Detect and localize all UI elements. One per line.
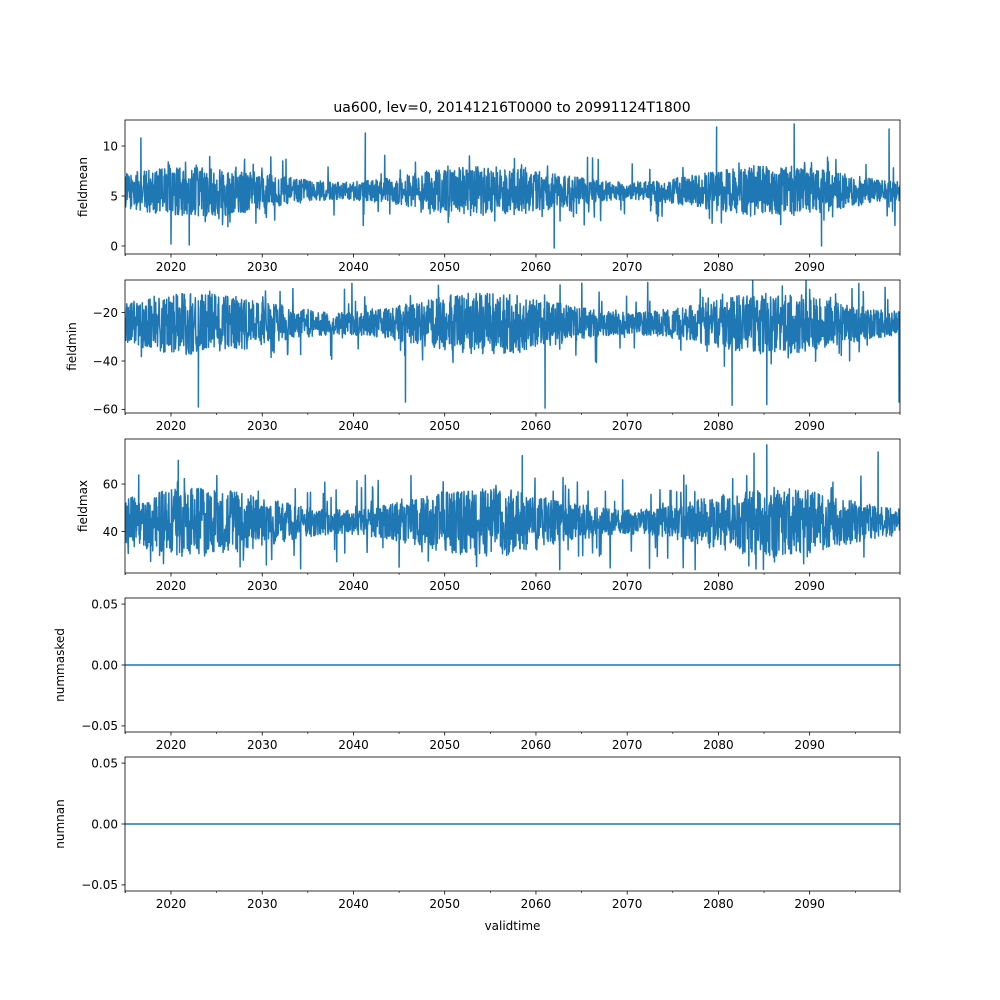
x-tick-label: 2020 bbox=[156, 260, 187, 274]
x-tick-label: 2020 bbox=[156, 419, 187, 433]
subplot-fieldmin: 2020 2030 2040 2050 2060 2070 2080 2090 −60 −40 −2… bbox=[65, 279, 901, 433]
x-tick-label: 2040 bbox=[338, 579, 369, 593]
x-tick-label: 2090 bbox=[794, 738, 825, 752]
y-tick-label: −0.05 bbox=[81, 719, 118, 733]
x-tick-label: 2040 bbox=[338, 419, 369, 433]
y-axis-label: fieldmean bbox=[76, 157, 90, 217]
plot-area-fieldmin bbox=[125, 280, 900, 409]
x-tick-label: 2020 bbox=[156, 579, 187, 593]
x-tick-label: 2060 bbox=[521, 419, 552, 433]
y-tick-label: −20 bbox=[93, 306, 118, 320]
x-tick-label: 2090 bbox=[794, 579, 825, 593]
plot-area-fieldmax bbox=[125, 444, 900, 571]
x-tick-label: 2070 bbox=[612, 260, 643, 274]
x-tick-label: 2070 bbox=[612, 419, 643, 433]
axes-frame-fieldmean bbox=[124, 119, 901, 255]
x-tick-label: 2030 bbox=[247, 579, 278, 593]
subplot-fieldmean: 2020 2030 2040 2050 2060 2070 2080 2090 0 5 10 fiel… bbox=[76, 119, 901, 274]
y-tick-label: 60 bbox=[103, 477, 118, 491]
x-tick-label: 2030 bbox=[247, 260, 278, 274]
plot-area-fieldmean bbox=[125, 123, 900, 249]
x-tick-label: 2090 bbox=[794, 419, 825, 433]
x-tick-label: 2080 bbox=[703, 419, 734, 433]
y-tick-label: −60 bbox=[93, 403, 118, 417]
x-tick-label: 2050 bbox=[429, 897, 460, 911]
x-tick-label: 2080 bbox=[703, 738, 734, 752]
x-tick-label: 2040 bbox=[338, 738, 369, 752]
x-tick-label: 2050 bbox=[429, 419, 460, 433]
x-tick-label: 2080 bbox=[703, 897, 734, 911]
x-tick-label: 2040 bbox=[338, 897, 369, 911]
subplot-nummasked: 2020 2030 2040 2050 2060 2070 2080 2090 −0.05 0.0… bbox=[53, 597, 901, 752]
axes-frame-fieldmax bbox=[124, 438, 901, 574]
series-line-fieldmean bbox=[125, 123, 900, 249]
y-tick-label: 0.05 bbox=[91, 756, 118, 770]
subplots: 2020 2030 2040 2050 2060 2070 2080 2090 0 5 10 fiel… bbox=[53, 119, 901, 933]
x-tick-label: 2060 bbox=[521, 738, 552, 752]
x-tick-label: 2070 bbox=[612, 897, 643, 911]
x-tick-label: 2020 bbox=[156, 738, 187, 752]
x-tick-label: 2030 bbox=[247, 897, 278, 911]
axes-frame-fieldmin bbox=[124, 279, 901, 414]
y-tick-label: 5 bbox=[110, 189, 118, 203]
y-axis-label: nummasked bbox=[53, 628, 67, 702]
x-tick-label: 2070 bbox=[612, 738, 643, 752]
y-axis-label: fieldmax bbox=[76, 480, 90, 532]
y-axis-label: numnan bbox=[53, 799, 67, 848]
x-tick-label: 2050 bbox=[429, 579, 460, 593]
figure-title: ua600, lev=0, 20141216T0000 to 20991124T… bbox=[333, 100, 690, 116]
y-tick-label: 0.05 bbox=[91, 597, 118, 611]
subplot-fieldmax: 2020 2030 2040 2050 2060 2070 2080 2090 40 60 fiel… bbox=[76, 438, 901, 593]
x-tick-label: 2080 bbox=[703, 579, 734, 593]
x-tick-label: 2050 bbox=[429, 738, 460, 752]
series-line-fieldmax bbox=[125, 444, 900, 571]
x-tick-label: 2040 bbox=[338, 260, 369, 274]
y-tick-label: 10 bbox=[103, 139, 118, 153]
x-tick-label: 2060 bbox=[521, 897, 552, 911]
x-tick-label: 2050 bbox=[429, 260, 460, 274]
x-tick-label: 2030 bbox=[247, 738, 278, 752]
x-tick-label: 2090 bbox=[794, 260, 825, 274]
x-axis-label: validtime bbox=[485, 919, 541, 933]
y-tick-label: 0 bbox=[110, 239, 118, 253]
x-tick-label: 2090 bbox=[794, 897, 825, 911]
y-tick-label: −40 bbox=[93, 354, 118, 368]
y-tick-label: −0.05 bbox=[81, 878, 118, 892]
y-tick-label: 40 bbox=[103, 525, 118, 539]
x-tick-label: 2020 bbox=[156, 897, 187, 911]
x-tick-label: 2060 bbox=[521, 260, 552, 274]
y-tick-label: 0.00 bbox=[91, 817, 118, 831]
series-line-fieldmin bbox=[125, 280, 900, 409]
subplot-numnan: 2020 2030 2040 2050 2060 2070 2080 2090 −0.05 0.0… bbox=[53, 756, 901, 933]
x-tick-label: 2070 bbox=[612, 579, 643, 593]
x-tick-label: 2060 bbox=[521, 579, 552, 593]
x-tick-label: 2080 bbox=[703, 260, 734, 274]
y-tick-label: 0.00 bbox=[91, 658, 118, 672]
x-tick-label: 2030 bbox=[247, 419, 278, 433]
y-axis-label: fieldmin bbox=[65, 322, 79, 371]
